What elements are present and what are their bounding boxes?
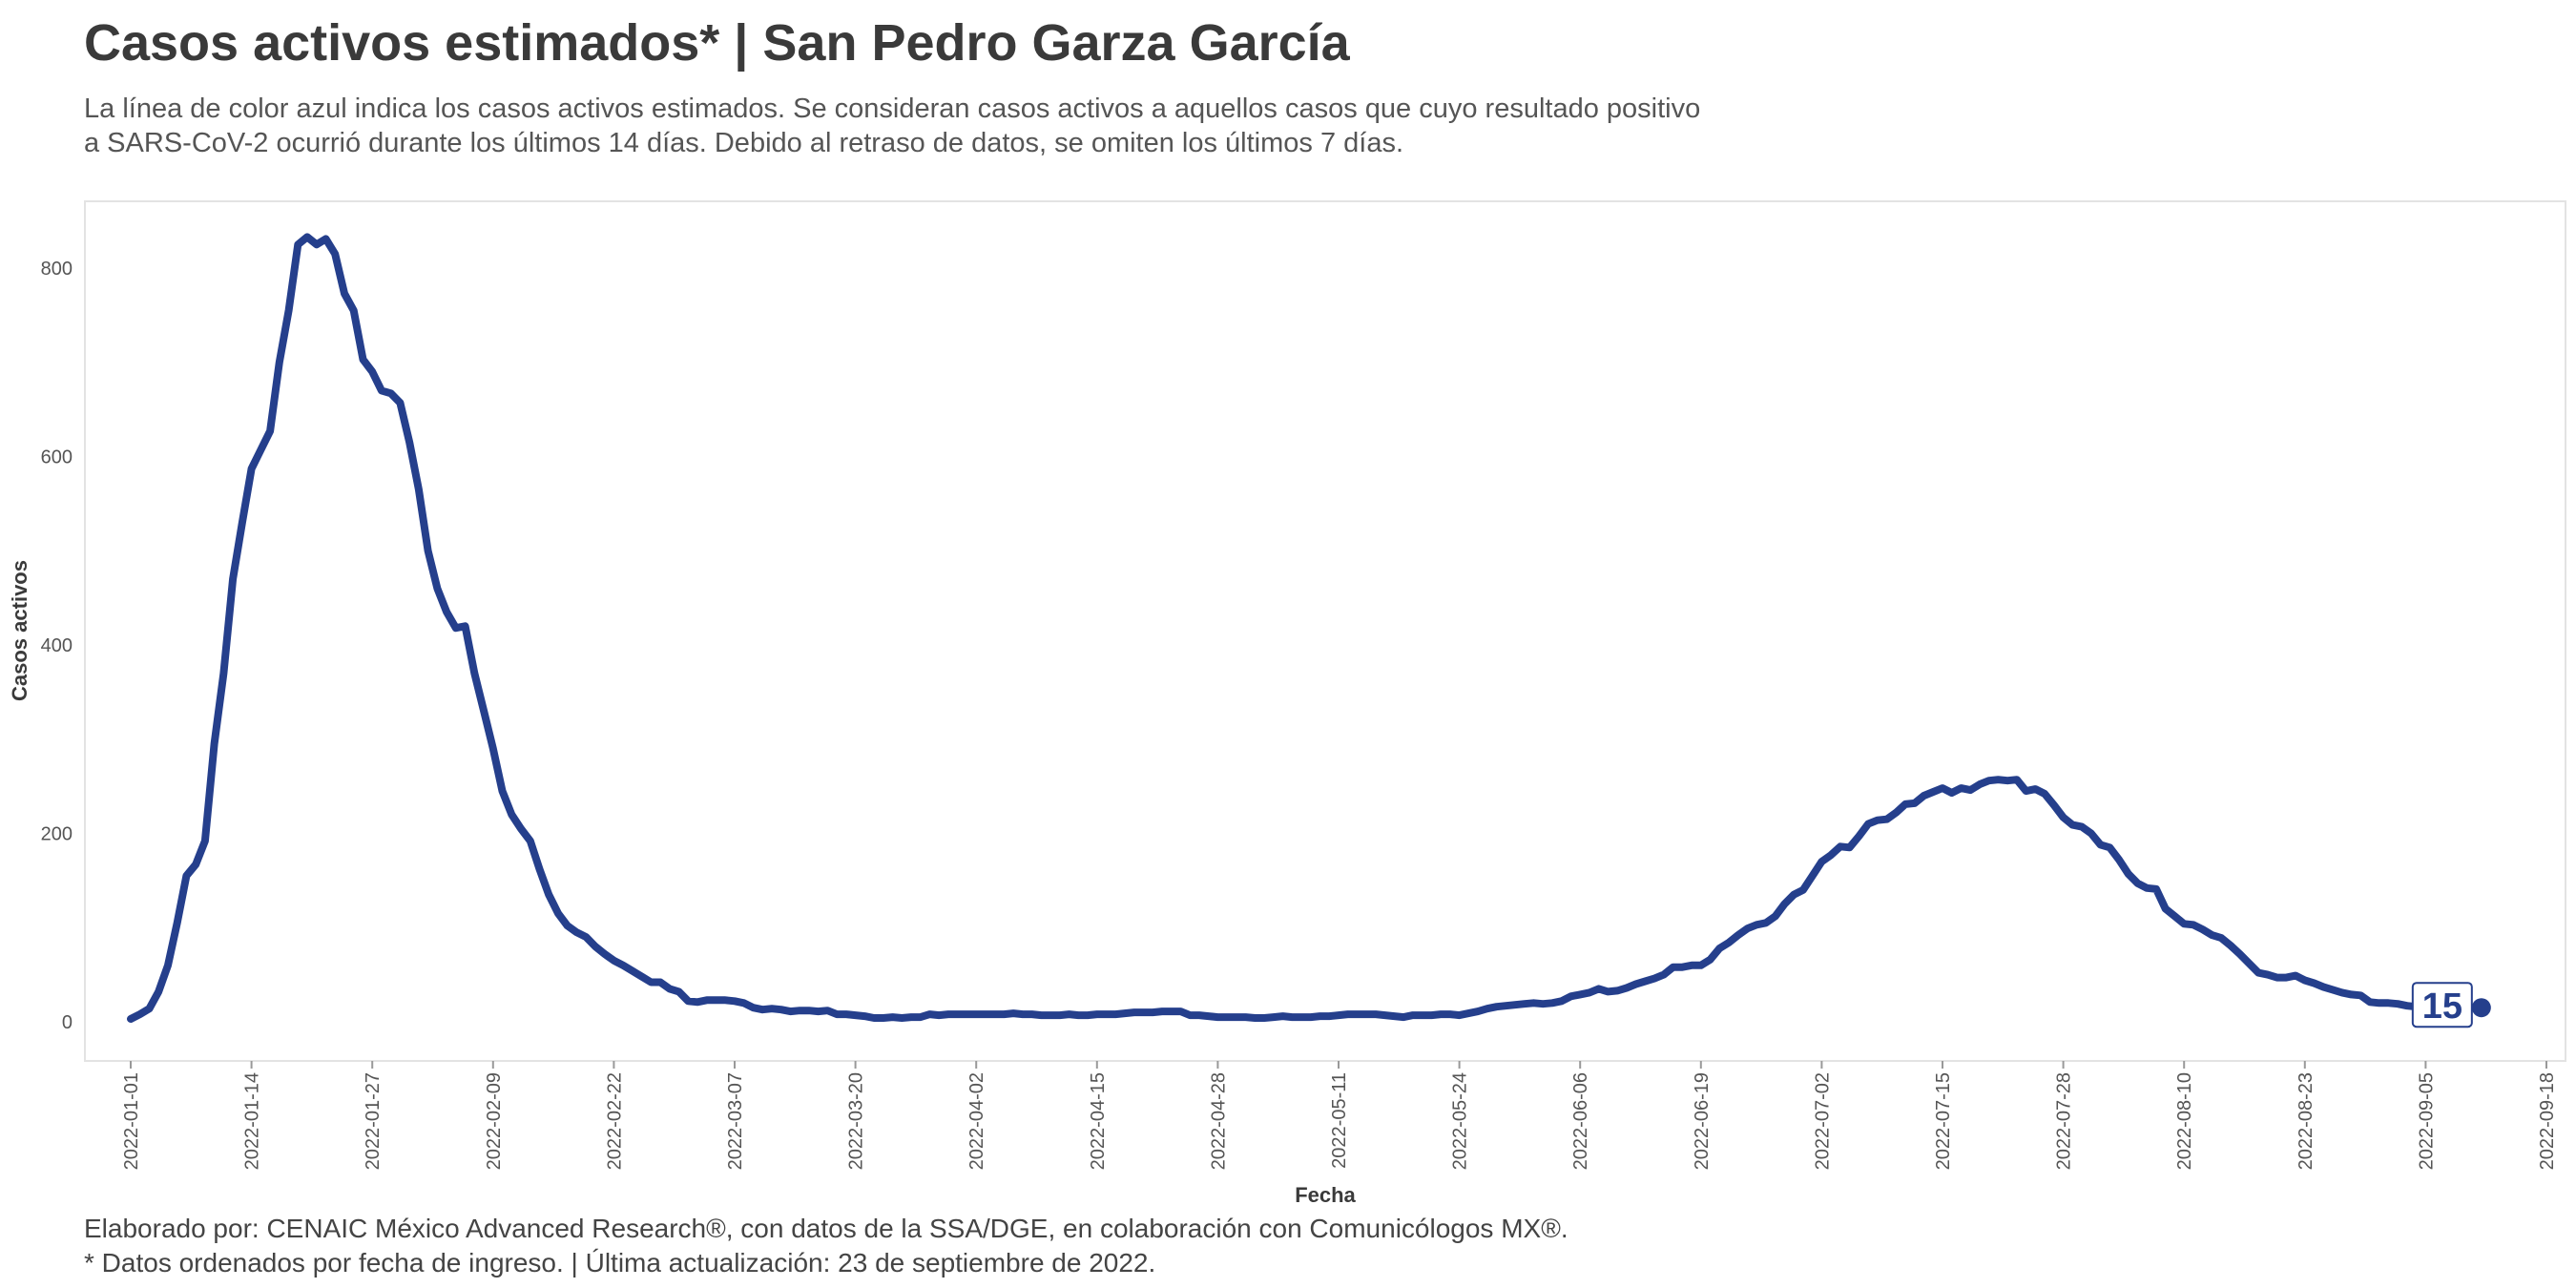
- y-tick-label: 800: [41, 259, 73, 280]
- subtitle-line-1: La línea de color azul indica los casos …: [84, 93, 1701, 124]
- x-axis-title: Fecha: [1295, 1183, 1356, 1207]
- x-tick-label: 2022-06-19: [1692, 1072, 1713, 1170]
- x-tick-label: 2022-04-02: [966, 1072, 987, 1170]
- x-tick-label: 2022-05-24: [1450, 1072, 1471, 1170]
- x-tick-label: 2022-09-18: [2537, 1072, 2558, 1170]
- x-tick-label: 2022-09-05: [2416, 1072, 2437, 1170]
- x-tick-label: 2022-05-11: [1329, 1072, 1350, 1169]
- x-tick-label: 2022-07-15: [1933, 1072, 1954, 1170]
- x-tick-label: 2022-04-28: [1208, 1072, 1229, 1170]
- plot-panel: [84, 200, 2566, 1062]
- x-tick-label: 2022-08-23: [2296, 1072, 2316, 1170]
- y-tick-label: 400: [41, 635, 73, 656]
- caption-credits: Elaborado por: CENAIC México Advanced Re…: [84, 1214, 1568, 1243]
- caption-note: * Datos ordenados por fecha de ingreso. …: [84, 1248, 1156, 1278]
- x-tick-label: 2022-06-06: [1570, 1072, 1591, 1170]
- chart-subtitle: La línea de color azul indica los casos …: [84, 92, 1897, 160]
- y-axis-ticks: 0 200 400 600 800: [41, 259, 73, 1033]
- last-point-marker: [2471, 998, 2491, 1018]
- x-tick-label: 2022-01-01: [121, 1072, 142, 1170]
- y-tick-label: 600: [41, 447, 73, 468]
- x-tick-label: 2022-03-20: [846, 1072, 867, 1170]
- x-axis-ticks: 2022-01-01 2022-01-14 2022-01-27 2022-02-09…: [121, 1061, 2558, 1170]
- last-value-label: 15: [2422, 987, 2462, 1027]
- y-tick-label: 200: [41, 824, 73, 845]
- x-tick-label: 2022-02-09: [484, 1072, 505, 1170]
- x-tick-label: 2022-02-22: [604, 1072, 625, 1170]
- x-tick-label: 2022-03-07: [725, 1072, 746, 1170]
- x-tick-label: 2022-01-27: [363, 1072, 384, 1170]
- series-line-casos-activos: [127, 233, 2485, 1023]
- subtitle-line-2: a SARS-CoV-2 ocurrió durante los últimos…: [84, 128, 1404, 158]
- x-tick-label: 2022-07-28: [2054, 1072, 2075, 1170]
- x-tick-label: 2022-07-02: [1812, 1072, 1833, 1170]
- x-tick-label: 2022-04-15: [1088, 1072, 1109, 1170]
- last-value-label-box: [2411, 982, 2473, 1028]
- chart-caption: Elaborado por: CENAIC México Advanced Re…: [84, 1212, 1568, 1280]
- chart-title: Casos activos estimados* | San Pedro Gar…: [84, 14, 1350, 72]
- y-axis-title: Casos activos: [8, 560, 31, 701]
- x-tick-label: 2022-08-10: [2174, 1072, 2195, 1170]
- x-tick-label: 2022-01-14: [242, 1072, 263, 1170]
- y-tick-label: 0: [62, 1012, 73, 1033]
